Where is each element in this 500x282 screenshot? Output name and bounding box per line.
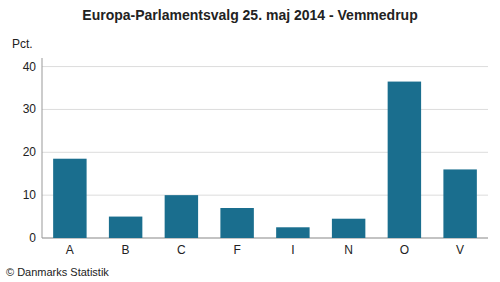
bar bbox=[388, 82, 421, 238]
footer: © Danmarks Statistik bbox=[6, 266, 109, 278]
y-tick-label: 20 bbox=[23, 145, 37, 159]
chart-container: Europa-Parlamentsvalg 25. maj 2014 - Vem… bbox=[0, 0, 500, 282]
x-tick-label: O bbox=[400, 243, 409, 257]
y-axis-line bbox=[42, 58, 43, 238]
bar bbox=[220, 208, 253, 238]
bar bbox=[165, 195, 198, 238]
x-tick-label: F bbox=[233, 243, 240, 257]
bar bbox=[109, 217, 142, 238]
x-tick-label: N bbox=[344, 243, 353, 257]
bars bbox=[53, 82, 477, 238]
y-tick-label: 30 bbox=[23, 102, 37, 116]
title: Europa-Parlamentsvalg 25. maj 2014 - Vem… bbox=[82, 7, 417, 23]
x-tick-label: C bbox=[177, 243, 186, 257]
y-grid: 0 10 20 30 40 bbox=[23, 60, 488, 245]
bar bbox=[53, 159, 86, 238]
y-tick-label: 0 bbox=[29, 231, 36, 245]
x-tick-label: I bbox=[291, 243, 294, 257]
x-tick-labels: ABCFINOV bbox=[66, 243, 464, 257]
chart-svg: Europa-Parlamentsvalg 25. maj 2014 - Vem… bbox=[0, 0, 500, 282]
bar bbox=[443, 169, 476, 238]
y-axis-label: Pct. bbox=[12, 37, 33, 51]
bar bbox=[276, 227, 309, 238]
x-tick-label: V bbox=[456, 243, 464, 257]
grid-line bbox=[42, 66, 488, 67]
x-tick-label: B bbox=[122, 243, 130, 257]
y-tick-label: 10 bbox=[23, 188, 37, 202]
x-tick-label: A bbox=[66, 243, 74, 257]
y-tick-label: 40 bbox=[23, 60, 37, 74]
bar bbox=[332, 219, 365, 238]
